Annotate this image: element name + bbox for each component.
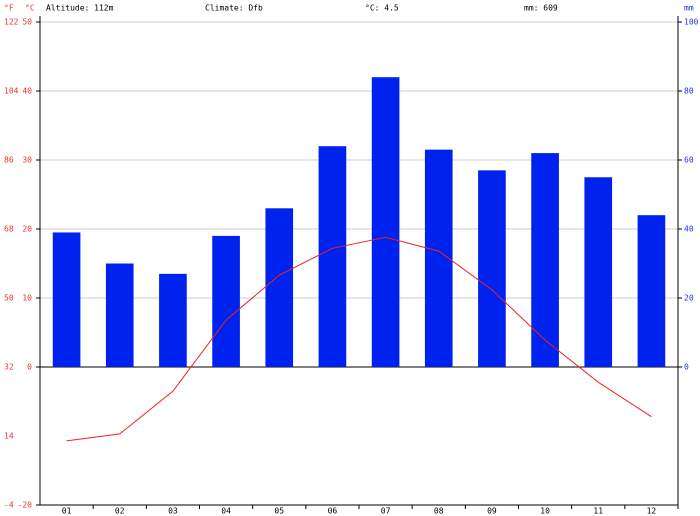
- annotation: Altitude: 112m: [46, 4, 114, 13]
- y3-tick-label: 32: [4, 363, 14, 372]
- y2-tick-label: 0: [684, 363, 689, 372]
- bar: [531, 153, 559, 367]
- y2-axis-label: mm: [684, 4, 694, 13]
- x-tick-label: 12: [647, 507, 657, 516]
- y2-tick-label: 100: [684, 18, 699, 27]
- bar: [212, 235, 240, 367]
- x-tick-label: 03: [168, 507, 178, 516]
- y2-tick-label: 80: [684, 87, 694, 96]
- y-axis-label: °C: [25, 4, 35, 13]
- bar: [265, 208, 294, 367]
- y2-tick-label: 20: [684, 294, 694, 303]
- y3-tick-label: 68: [4, 225, 14, 234]
- y-tick-label: -20: [18, 501, 33, 510]
- y3-tick-label: 14: [4, 432, 14, 441]
- x-tick-label: 04: [221, 507, 231, 516]
- y-tick-label: 0: [27, 363, 32, 372]
- x-tick-label: 09: [487, 507, 497, 516]
- bar: [584, 177, 613, 367]
- y3-axis-label: °F: [4, 4, 14, 13]
- y-tick-label: 40: [22, 87, 32, 96]
- y3-tick-label: 122: [4, 18, 19, 27]
- x-tick-label: 08: [434, 507, 444, 516]
- bar: [52, 232, 81, 367]
- y-tick-label: 50: [22, 18, 32, 27]
- annotation: Climate: Dfb: [205, 4, 263, 13]
- y3-tick-label: 104: [4, 87, 19, 96]
- temperature-line: [66, 236, 652, 442]
- y3-tick-label: -4: [4, 501, 14, 510]
- bar: [105, 263, 134, 367]
- y3-tick-label: 86: [4, 156, 14, 165]
- x-tick-label: 07: [381, 507, 391, 516]
- x-tick-label: 06: [328, 507, 338, 516]
- x-tick-label: 11: [593, 507, 603, 516]
- y3-tick-label: 50: [4, 294, 14, 303]
- x-tick-label: 10: [540, 507, 550, 516]
- y-tick-label: 10: [22, 294, 32, 303]
- y-tick-label: 30: [22, 156, 32, 165]
- x-tick-label: 01: [62, 507, 72, 516]
- annotation: mm: 609: [524, 4, 558, 13]
- x-tick-label: 02: [115, 507, 125, 516]
- bar: [637, 215, 666, 367]
- x-tick-label: 05: [274, 507, 284, 516]
- bar: [159, 273, 187, 367]
- y-tick-label: 20: [22, 225, 32, 234]
- y2-tick-label: 40: [684, 225, 694, 234]
- bar: [478, 170, 506, 367]
- y2-tick-label: 60: [684, 156, 694, 165]
- bar: [318, 146, 347, 367]
- annotation: °C: 4.5: [365, 4, 399, 13]
- bar: [371, 77, 400, 367]
